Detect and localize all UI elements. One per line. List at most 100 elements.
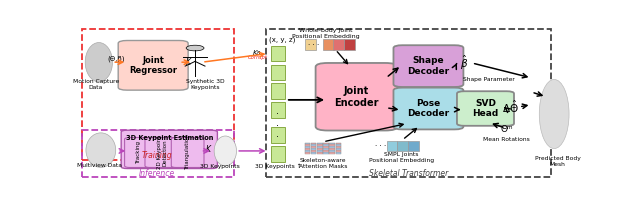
Text: Triangulation: Triangulation — [185, 135, 190, 170]
Bar — [336, 144, 341, 146]
Text: Corrupt: Corrupt — [248, 55, 268, 60]
Bar — [336, 152, 341, 154]
Ellipse shape — [86, 133, 116, 167]
Text: $\Delta\hat{\Theta}$: $\Delta\hat{\Theta}$ — [502, 99, 519, 115]
Bar — [336, 150, 341, 152]
Bar — [311, 150, 316, 152]
Text: Pose
Decoder: Pose Decoder — [408, 99, 449, 118]
Bar — [333, 39, 344, 50]
Text: Synthetic 3D
Keypoints: Synthetic 3D Keypoints — [186, 79, 224, 90]
Text: Mean Rotations: Mean Rotations — [483, 137, 530, 142]
Bar — [336, 149, 341, 150]
Text: Training: Training — [141, 151, 172, 160]
Bar — [323, 149, 329, 150]
FancyBboxPatch shape — [125, 137, 154, 167]
Text: K: K — [186, 59, 191, 68]
Bar — [323, 143, 329, 144]
Bar — [387, 141, 397, 151]
Text: 2D Keypoint
Detection: 2D Keypoint Detection — [157, 136, 168, 169]
Bar — [305, 152, 310, 154]
Circle shape — [186, 45, 204, 51]
Bar — [330, 149, 335, 150]
Bar — [317, 146, 323, 148]
Bar — [397, 141, 408, 151]
Text: Joint
Encoder: Joint Encoder — [334, 86, 379, 108]
FancyBboxPatch shape — [121, 130, 218, 169]
Text: (x, y, z): (x, y, z) — [269, 37, 296, 43]
Text: Θᵐ: Θᵐ — [500, 125, 513, 134]
Text: Joint
Regressor: Joint Regressor — [129, 56, 177, 75]
Bar — [330, 146, 335, 148]
Bar — [323, 150, 329, 152]
Text: Whole-body Joint
Positional Embedding: Whole-body Joint Positional Embedding — [292, 28, 359, 39]
Ellipse shape — [214, 136, 237, 166]
Bar — [408, 141, 419, 151]
FancyBboxPatch shape — [457, 91, 514, 126]
Text: Skeletal Transformer: Skeletal Transformer — [369, 169, 449, 178]
Bar — [317, 149, 323, 150]
Text: Shape Parameter: Shape Parameter — [463, 77, 515, 82]
Bar — [271, 146, 285, 162]
Bar — [323, 144, 329, 146]
Text: Inference: Inference — [139, 169, 175, 178]
Bar — [266, 29, 551, 177]
Ellipse shape — [85, 43, 113, 82]
Text: SMPL Joints
Positional Embedding: SMPL Joints Positional Embedding — [369, 152, 434, 163]
Bar — [305, 39, 316, 50]
Bar — [311, 152, 316, 154]
Bar — [336, 146, 341, 148]
Bar — [305, 144, 310, 146]
Bar — [271, 127, 285, 143]
Bar — [336, 143, 341, 144]
Text: Shape
Decoder: Shape Decoder — [408, 57, 449, 76]
Text: Multiview Data: Multiview Data — [77, 163, 122, 167]
Text: K: K — [205, 145, 211, 154]
Ellipse shape — [540, 79, 569, 149]
Bar — [305, 146, 310, 148]
Bar — [311, 146, 316, 148]
Bar — [305, 143, 310, 144]
Bar — [317, 150, 323, 152]
Bar — [83, 29, 234, 160]
Bar — [323, 39, 334, 50]
Bar — [330, 150, 335, 152]
Text: · · ·: · · · — [308, 41, 320, 48]
Text: (Θ,β): (Θ,β) — [107, 56, 124, 62]
Bar — [271, 46, 285, 61]
Bar — [330, 152, 335, 154]
FancyBboxPatch shape — [394, 45, 463, 87]
Text: 3D Keypoints: 3D Keypoints — [200, 164, 240, 169]
FancyBboxPatch shape — [118, 41, 188, 90]
FancyBboxPatch shape — [394, 88, 463, 129]
Bar — [311, 144, 316, 146]
Bar — [311, 149, 316, 150]
Bar — [317, 144, 323, 146]
Text: · · ·: · · · — [376, 143, 387, 149]
Bar — [271, 83, 285, 99]
Bar — [330, 143, 335, 144]
Bar — [305, 150, 310, 152]
Bar — [317, 143, 323, 144]
Text: 3D Keypoints ↑: 3D Keypoints ↑ — [255, 164, 301, 169]
Bar — [330, 144, 335, 146]
FancyBboxPatch shape — [145, 137, 180, 167]
Bar — [344, 39, 355, 50]
Text: Skeleton-aware
Attention Masks: Skeleton-aware Attention Masks — [299, 158, 348, 169]
FancyBboxPatch shape — [316, 63, 397, 131]
Text: SVD
Head: SVD Head — [472, 99, 499, 118]
Bar — [271, 64, 285, 80]
Text: 3D Keypoint Estimation: 3D Keypoint Estimation — [125, 135, 213, 141]
FancyBboxPatch shape — [172, 137, 204, 167]
Bar — [83, 130, 234, 177]
Bar — [305, 149, 310, 150]
Bar — [271, 102, 285, 118]
Bar — [323, 146, 329, 148]
Text: ·
·
·: · · · — [276, 109, 280, 142]
Bar — [317, 152, 323, 154]
Text: $\hat{\beta}$: $\hat{\beta}$ — [460, 54, 468, 72]
Text: Tracking: Tracking — [136, 141, 141, 164]
Bar — [323, 152, 329, 154]
Text: Ka: Ka — [253, 50, 262, 56]
Text: Predicted Body
Mesh: Predicted Body Mesh — [535, 156, 580, 166]
Bar — [311, 143, 316, 144]
